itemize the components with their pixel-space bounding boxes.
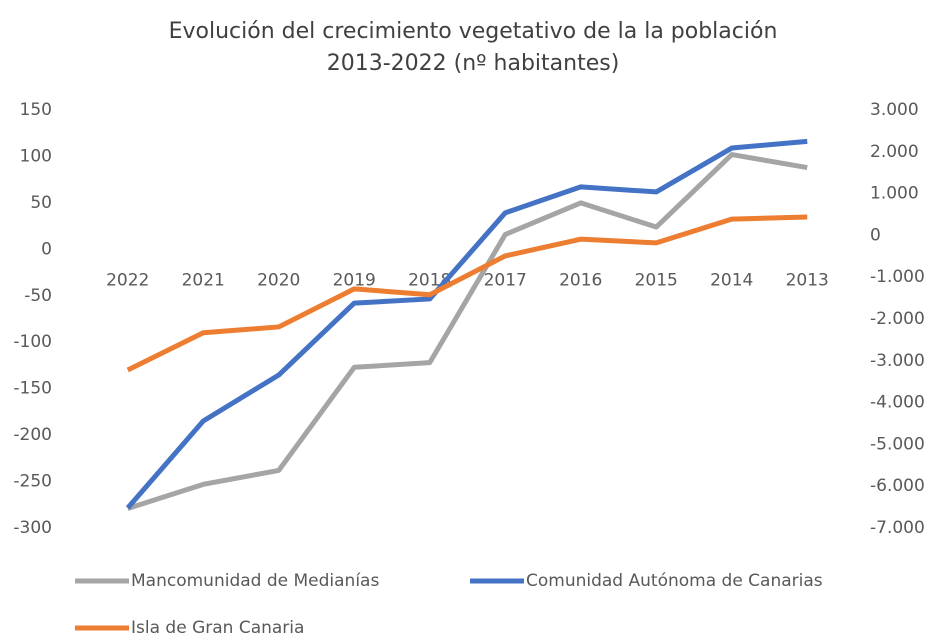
x-tick-label: 2016 (559, 270, 602, 290)
y-tick-label: -50 (24, 286, 52, 306)
legend-label: Mancomunidad de Medianías (131, 571, 379, 591)
y2-tick-label: -5.000 (870, 434, 925, 454)
y-tick-label: 0 (41, 239, 52, 259)
y-tick-label: -300 (13, 518, 52, 538)
x-tick-label: 2019 (333, 270, 376, 290)
y2-tick-label: 3.000 (870, 100, 919, 120)
y-tick-label: 150 (20, 100, 52, 120)
x-tick-label: 2013 (786, 270, 829, 290)
y-tick-label: 50 (30, 193, 52, 213)
y2-tick-label: -1.000 (870, 267, 925, 287)
x-tick-label: 2017 (484, 270, 527, 290)
y-tick-label: -250 (13, 472, 52, 492)
y-tick-label: -150 (13, 379, 52, 399)
y2-tick-label: 2.000 (870, 142, 919, 162)
chart-title: Evolución del crecimiento vegetativo de … (169, 19, 778, 44)
y2-tick-label: -3.000 (870, 351, 925, 371)
x-tick-label: 2021 (182, 270, 225, 290)
y2-tick-label: -2.000 (870, 309, 925, 329)
legend-label: Isla de Gran Canaria (131, 618, 304, 635)
legend-label: Comunidad Autónoma de Canarias (526, 571, 823, 591)
y2-tick-label: -7.000 (870, 518, 925, 538)
y-tick-label: 100 (20, 146, 52, 166)
x-tick-label: 2014 (710, 270, 753, 290)
y-tick-label: -100 (13, 332, 52, 352)
y2-tick-label: 1.000 (870, 184, 919, 204)
series-line (125, 138, 808, 510)
x-tick-label: 2022 (106, 270, 149, 290)
series-line (126, 152, 808, 511)
y2-tick-label: -6.000 (870, 476, 925, 496)
series-line (126, 214, 808, 373)
y-tick-label: -200 (13, 425, 52, 445)
y2-tick-label: 0 (870, 225, 881, 245)
chart-title: 2013-2022 (nº habitantes) (327, 51, 620, 76)
x-tick-label: 2015 (635, 270, 678, 290)
x-tick-label: 2020 (257, 270, 300, 290)
y2-tick-label: -4.000 (870, 393, 925, 413)
